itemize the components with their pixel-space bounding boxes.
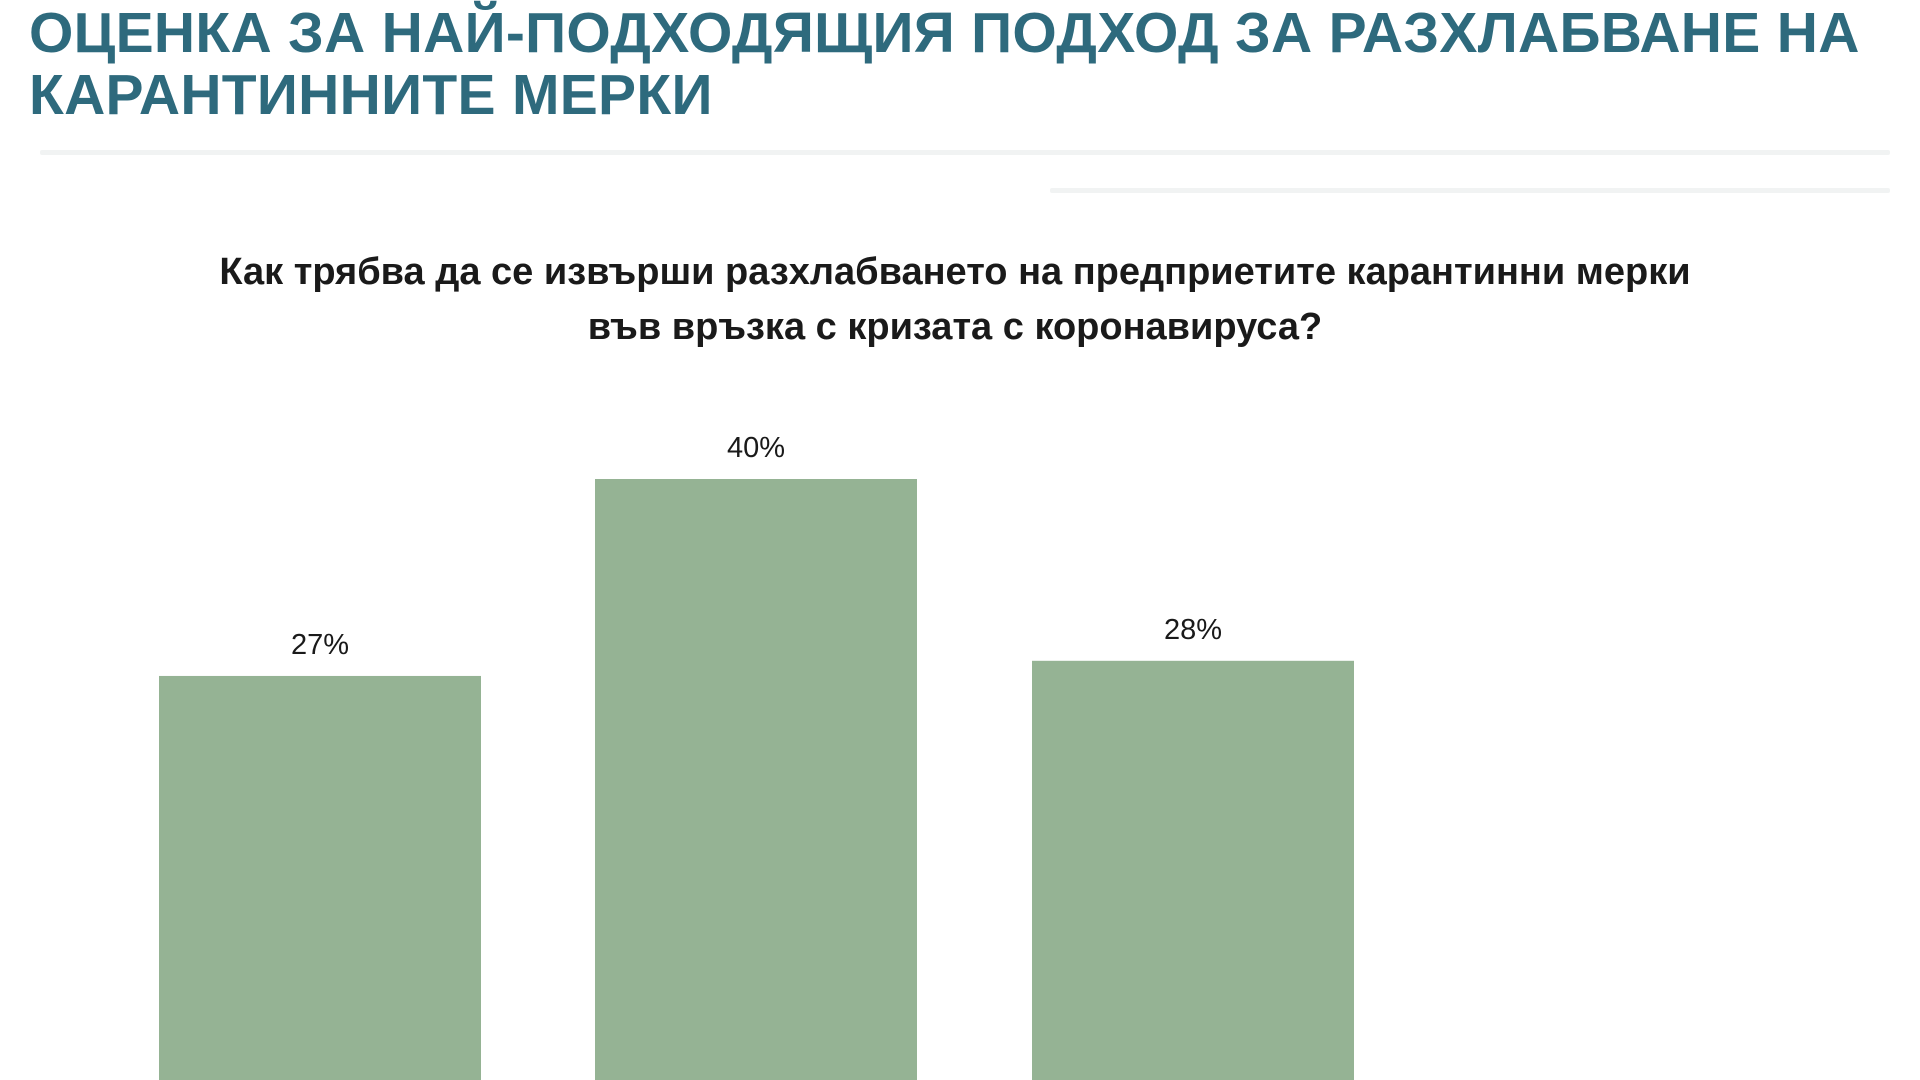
bar-1	[159, 675, 481, 1080]
bar-3	[1032, 660, 1354, 1080]
slide-title: ОЦЕНКА ЗА НАЙ-ПОДХОДЯЩИЯ ПОДХОД ЗА РАЗХЛ…	[29, 1, 1860, 127]
data-label-3: 28%	[1164, 614, 1222, 646]
data-label-1: 27%	[291, 629, 349, 661]
chart-title: Как трябва да се извърши разхлабването н…	[219, 251, 1691, 348]
faded-subtitle-line	[40, 150, 1890, 155]
data-label-2: 40%	[727, 432, 785, 464]
faded-subtitle-line-2	[1050, 188, 1890, 193]
bar-2	[595, 479, 917, 1080]
